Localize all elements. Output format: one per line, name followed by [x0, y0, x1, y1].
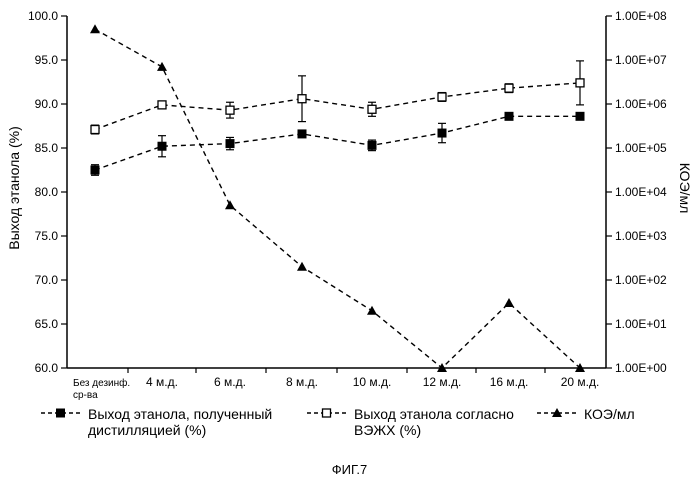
chart-series-layer [90, 24, 585, 372]
y-left-tick-label: 95.0 [35, 53, 59, 67]
data-point-cfu [225, 200, 235, 209]
y-right-tick-label: 1.00E+01 [615, 317, 667, 331]
y-axis-right-title: КОЭ/мл [677, 163, 693, 214]
series-line-0 [95, 116, 580, 170]
x-tick-label: 10 м.д. [353, 375, 392, 389]
y-right-tick-label: 1.00E+04 [615, 185, 667, 199]
data-point-distillation [298, 129, 307, 138]
legend-label-hplc: Выход этанола согласно ВЭЖХ (%) [354, 406, 514, 438]
data-point-cfu [90, 24, 100, 33]
data-point-cfu [297, 262, 307, 271]
data-point-distillation [226, 139, 235, 148]
x-tick-label: 20 м.д. [561, 375, 600, 389]
data-point-distillation [576, 112, 585, 121]
x-tick-label: 12 м.д. [423, 375, 462, 389]
y-right-tick-label: 1.00E+07 [615, 53, 667, 67]
data-point-cfu [504, 298, 514, 307]
x-tick-label: 16 м.д. [490, 375, 529, 389]
data-point-distillation [438, 129, 447, 138]
legend-label-cfu: КОЭ/мл [584, 406, 635, 422]
data-point-hplc [368, 105, 376, 113]
data-point-hplc [505, 84, 513, 92]
data-point-cfu [157, 62, 167, 71]
y-left-tick-label: 65.0 [35, 317, 59, 331]
data-point-distillation [158, 142, 167, 151]
legend-line-filled-triangle-icon [536, 406, 578, 420]
y-left-tick-label: 80.0 [35, 185, 59, 199]
y-left-tick-label: 60.0 [35, 361, 59, 375]
x-tick-label: 8 м.д. [286, 375, 318, 389]
data-point-distillation [505, 112, 514, 121]
y-right-tick-label: 1.00E+05 [615, 141, 667, 155]
legend-line-filled-square-icon [40, 406, 82, 420]
legend-label-distillation: Выход этанола, полученный дистилляцией (… [88, 406, 272, 438]
y-left-tick-label: 70.0 [35, 273, 59, 287]
y-left-tick-label: 100.0 [28, 9, 58, 23]
data-point-hplc [226, 106, 234, 114]
y-left-tick-label: 85.0 [35, 141, 59, 155]
data-point-hplc [298, 95, 306, 103]
data-point-hplc [91, 126, 99, 134]
y-right-tick-label: 1.00E+08 [615, 9, 667, 23]
y-right-tick-label: 1.00E+00 [615, 361, 667, 375]
chart-axes: 60.0 65.0 70.0 75.0 80.0 85.0 90.0 95.0 100.0 1.0… [28, 9, 667, 400]
series-line-2 [95, 29, 580, 368]
data-point-distillation [91, 166, 100, 175]
data-point-distillation [368, 141, 377, 150]
data-point-hplc [158, 101, 166, 109]
legend-item-cfu: КОЭ/мл [536, 406, 635, 422]
data-point-hplc [438, 93, 446, 101]
x-tick-label: 4 м.д. [146, 375, 178, 389]
x-tick-label: Без дезинф.ср-ва [73, 377, 130, 400]
data-point-hplc [576, 79, 584, 87]
legend-item-hplc: Выход этанола согласно ВЭЖХ (%) [306, 406, 514, 438]
figure-caption: ФИГ.7 [0, 462, 699, 477]
legend-item-distillation: Выход этанола, полученный дистилляцией (… [40, 406, 272, 438]
legend-line-open-square-icon [306, 406, 348, 420]
y-right-tick-label: 1.00E+06 [615, 97, 667, 111]
y-left-tick-label: 90.0 [35, 97, 59, 111]
y-left-tick-label: 75.0 [35, 229, 59, 243]
chart-svg: 60.0 65.0 70.0 75.0 80.0 85.0 90.0 95.0 100.0 1.0… [0, 0, 699, 400]
x-tick-label: 6 м.д. [214, 375, 246, 389]
y-right-tick-label: 1.00E+02 [615, 273, 667, 287]
y-axis-left-title: Выход этанола (%) [6, 126, 22, 249]
data-point-cfu [367, 306, 377, 315]
y-right-tick-label: 1.00E+03 [615, 229, 667, 243]
